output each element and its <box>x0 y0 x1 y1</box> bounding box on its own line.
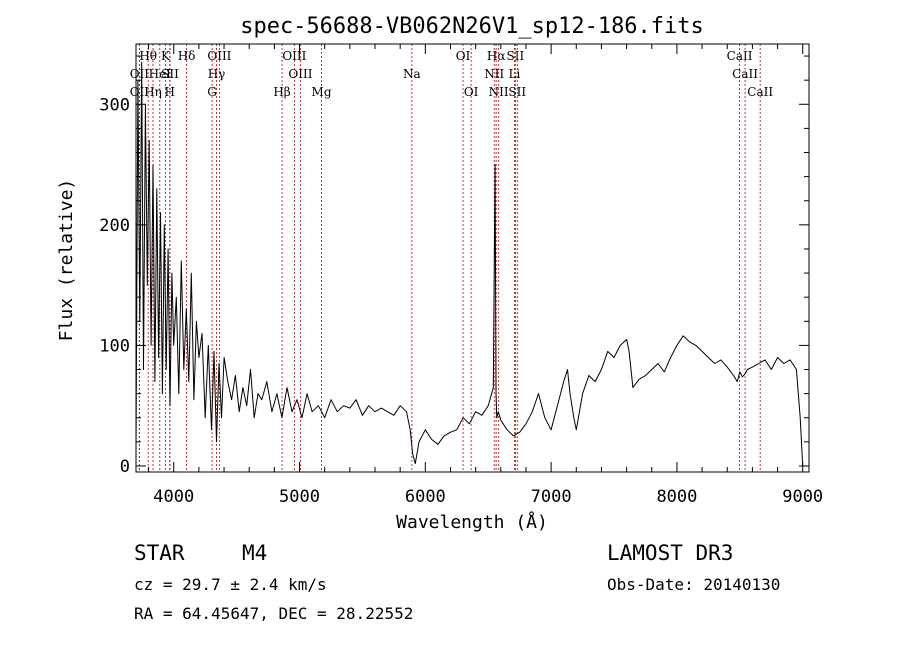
line-marker-label-13: OIII <box>282 49 306 63</box>
line-marker-label-7: H <box>164 85 174 99</box>
line-marker-label-5: K <box>161 49 171 63</box>
series-line-flux <box>135 61 804 467</box>
obs-date: Obs-Date: 20140130 <box>607 575 780 594</box>
tick-layer: 4000 5000 6000 7000 8000 9000 0 100 200 300 <box>99 44 823 507</box>
y-tick-label-3: 300 <box>99 95 130 115</box>
line-marker-label-8: Hδ <box>178 49 196 63</box>
x-tick-label-0: 4000 <box>153 487 194 507</box>
x-tick-label-4: 8000 <box>656 487 697 507</box>
line-marker-label-2: Hθ <box>139 49 157 63</box>
line-marker-label-10: Hγ <box>208 67 226 81</box>
line-marker-label-21: NII <box>484 67 504 81</box>
line-marker-label-26: CaII <box>732 67 758 81</box>
object-subclass: M4 <box>242 541 267 565</box>
y-tick-label-2: 200 <box>99 216 130 236</box>
line-marker-label-1: OII <box>130 85 150 99</box>
redshift-text: cz = 29.7 ± 2.4 km/s <box>134 575 327 594</box>
x-tick-label-5: 9000 <box>782 487 823 507</box>
line-marker-label-15: Mg <box>312 85 332 99</box>
line-marker-label-19: Hα <box>487 49 506 63</box>
x-axis-label: Wavelength (Å) <box>396 511 548 533</box>
survey-name: LAMOST DR3 <box>607 541 733 565</box>
line-marker-label-14: OIII <box>288 67 312 81</box>
line-marker-label-12: Hβ <box>273 85 290 99</box>
line-marker-label-23: NII <box>489 85 509 99</box>
line-marker-label-22: Li <box>508 67 520 81</box>
line-marker-label-3: Hη <box>144 85 162 99</box>
y-axis-label: Flux (relative) <box>56 179 77 342</box>
line-marker-label-11: G <box>207 85 217 99</box>
line-marker-label-27: CaII <box>747 85 773 99</box>
line-marker-label-20: SII <box>507 49 525 63</box>
chart-title: spec-56688-VB062N26V1_sp12-186.fits <box>240 14 704 39</box>
object-class: STAR <box>134 541 185 565</box>
line-marker-label-9: OIII <box>207 49 231 63</box>
line-marker-label-18: OI <box>464 85 479 99</box>
y-tick-label-0: 0 <box>120 457 130 477</box>
line-marker-label-25: CaII <box>727 49 753 63</box>
x-tick-label-2: 6000 <box>405 487 446 507</box>
line-marker-label-16: Na <box>403 67 421 81</box>
plot-frame <box>135 43 810 473</box>
x-tick-label-3: 7000 <box>531 487 572 507</box>
line-marker-label-24: SII <box>508 85 526 99</box>
coordinates: RA = 64.45647, DEC = 28.22552 <box>134 604 413 623</box>
line-marker-label-17: OI <box>456 49 471 63</box>
series-layer <box>135 61 804 467</box>
x-tick-label-1: 5000 <box>279 487 320 507</box>
y-tick-label-1: 100 <box>99 336 130 356</box>
